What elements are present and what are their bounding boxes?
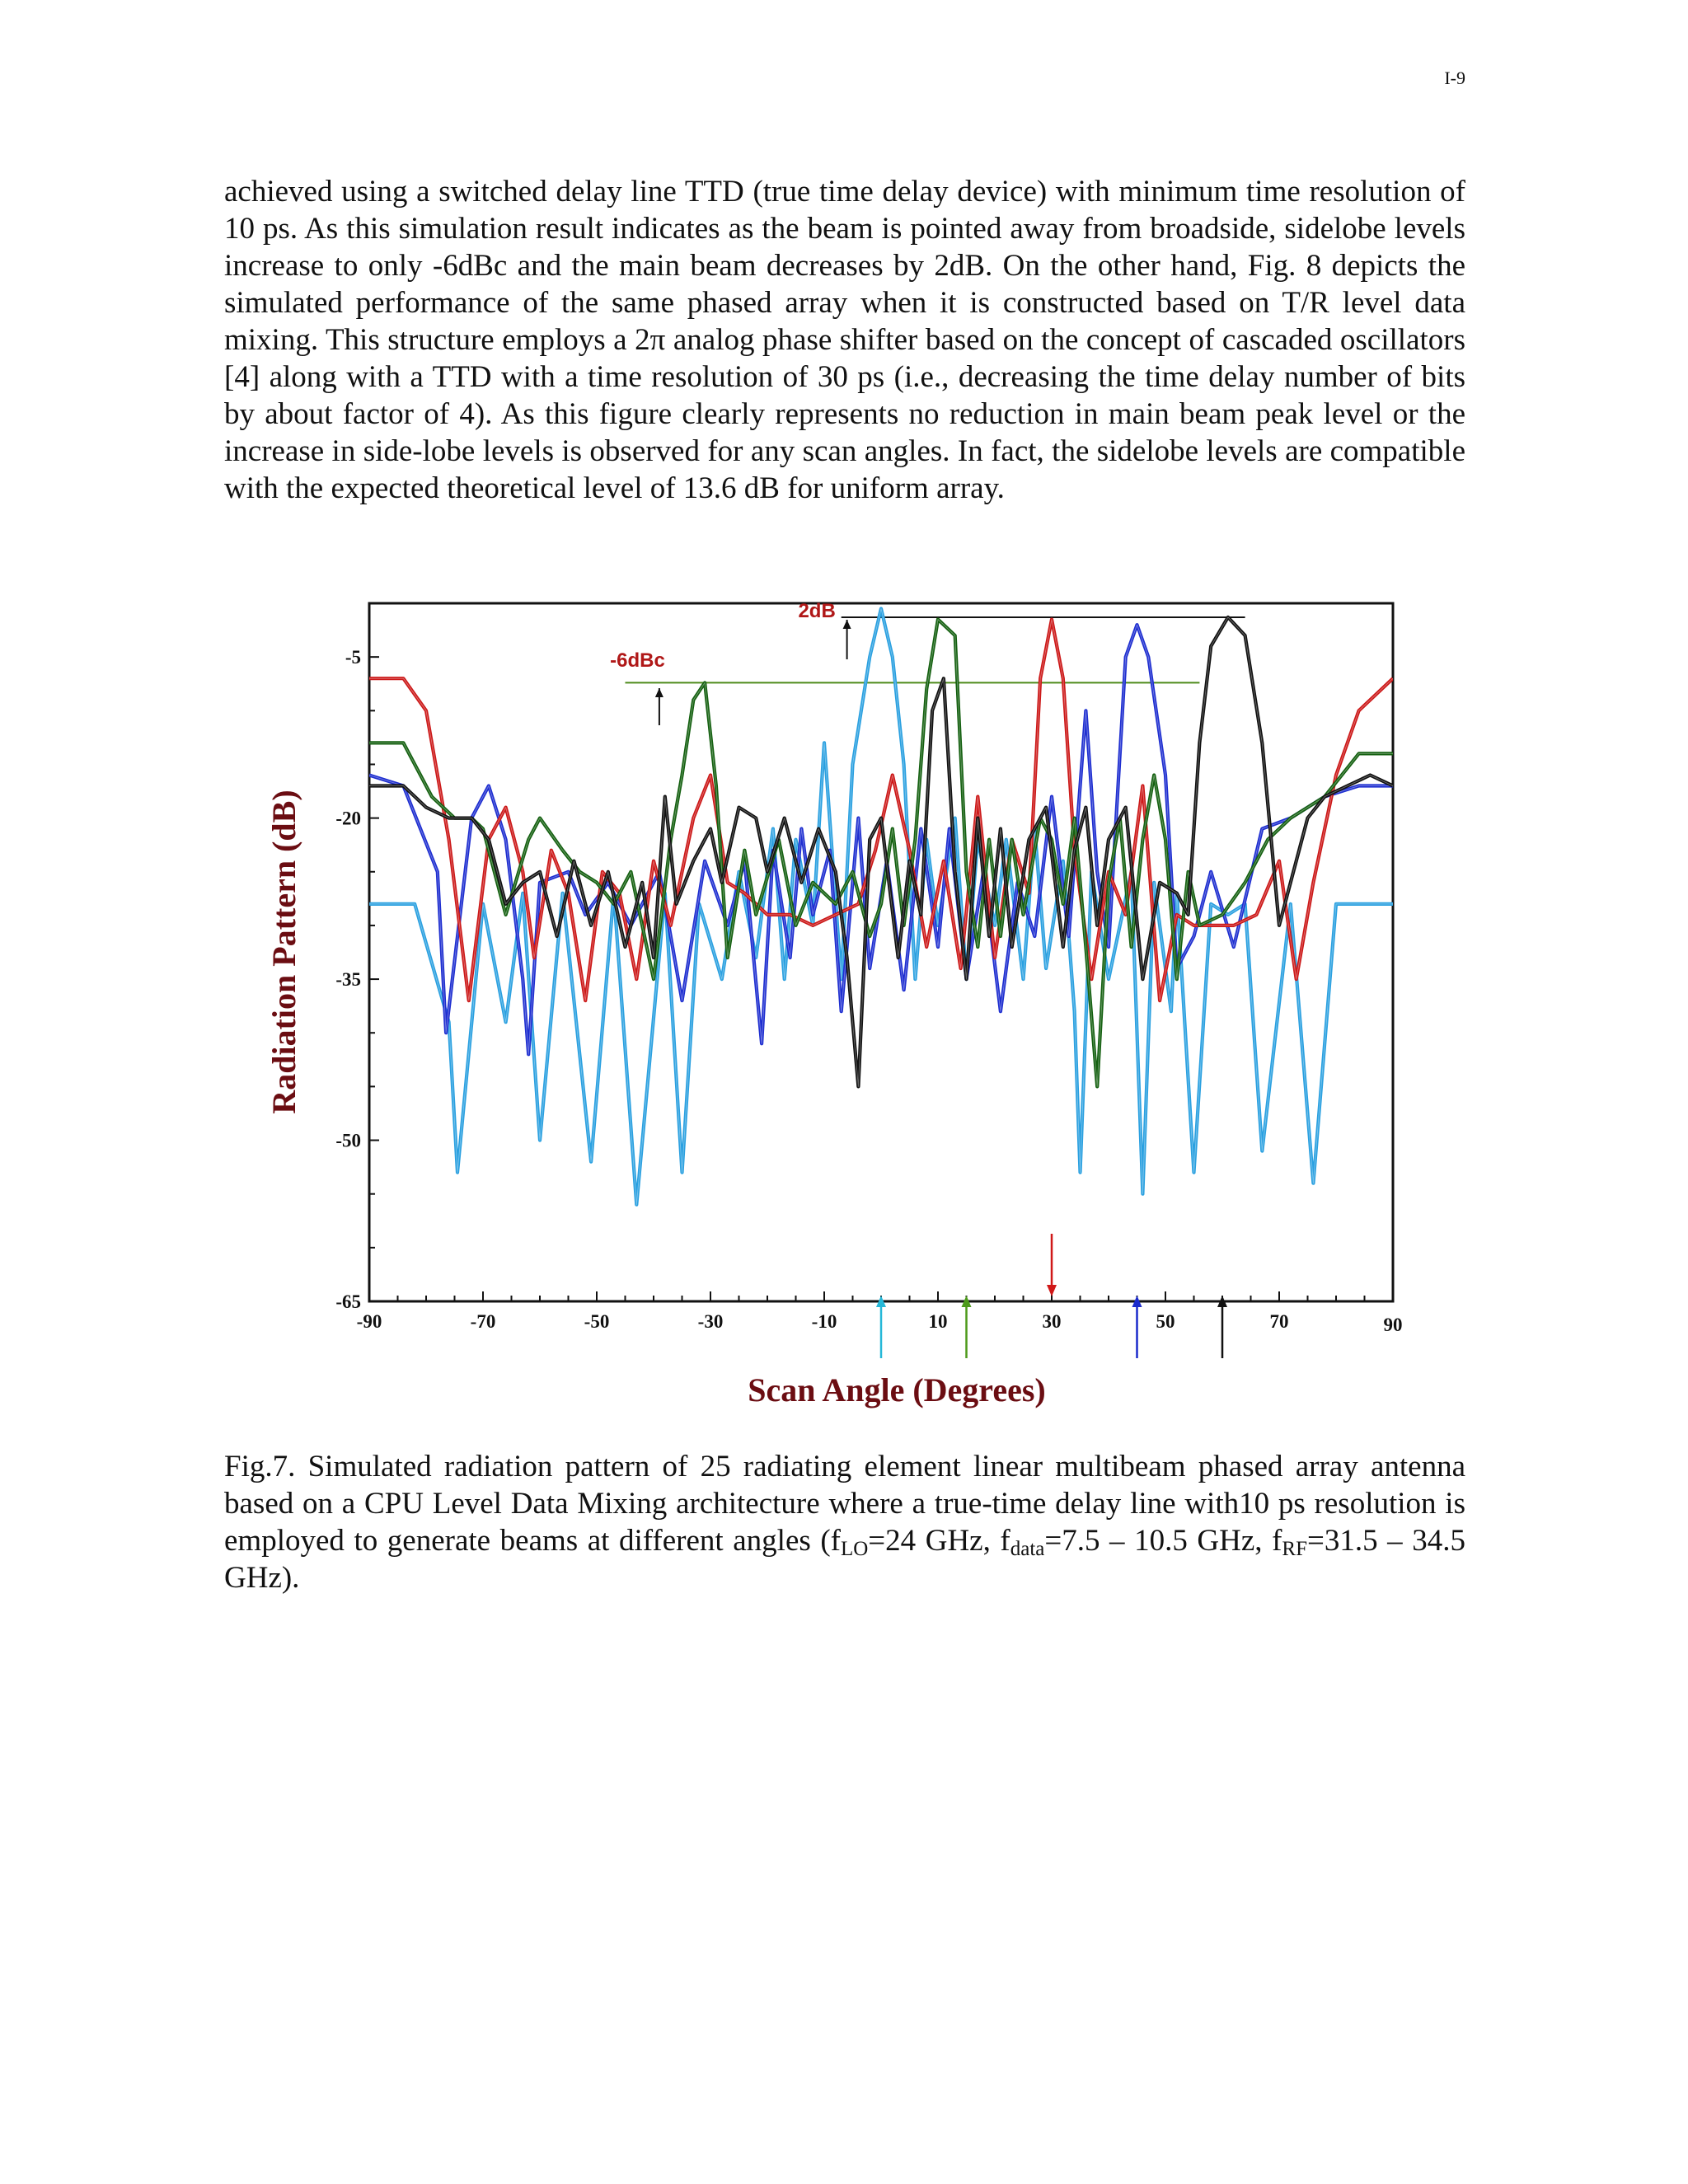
y-tick-label: -35 — [335, 969, 361, 990]
x-tick-label: -30 — [698, 1311, 724, 1332]
caption-sub-data: data — [1010, 1538, 1045, 1560]
series-line-5 — [369, 615, 1393, 1089]
beam-arrows — [876, 1234, 1227, 1358]
body-paragraph: achieved using a switched delay line TTD… — [224, 175, 1465, 505]
x-tick-label: 30 — [1043, 1311, 1062, 1332]
tick-labels: -90 -70 -50 -30 -10 10 30 50 70 90 -5 -20 -35 -50 -65 — [335, 647, 1402, 1335]
y-tick-label: -5 — [345, 647, 361, 668]
x-tick-label: 90 — [1384, 1315, 1403, 1335]
y-tick-label: -20 — [335, 808, 361, 829]
beam-arrowhead — [1047, 1285, 1057, 1296]
page-number: I-9 — [1444, 68, 1465, 88]
axis-ticks — [368, 602, 1394, 1302]
x-tick-label: 50 — [1156, 1311, 1175, 1332]
plot-frame — [368, 602, 1395, 1303]
x-axis-title: Scan Angle (Degrees) — [748, 1371, 1045, 1408]
y-tick-label: -65 — [335, 1291, 361, 1312]
x-tick-label: -90 — [357, 1311, 382, 1332]
series-line-1-inner — [369, 608, 1393, 1206]
caption-sub-rf: RF — [1282, 1538, 1307, 1560]
beam-arrowhead — [1132, 1296, 1142, 1307]
annotation-arrowhead — [842, 620, 851, 629]
x-tick-label: -10 — [812, 1311, 837, 1332]
x-tick-label: 70 — [1270, 1311, 1289, 1332]
caption-text-1: Fig.7. Simulated radiation pattern of 25… — [224, 1450, 1465, 1558]
y-tick-label: -50 — [335, 1131, 361, 1151]
beam-arrowhead — [1217, 1296, 1227, 1307]
caption-text-3: =7.5 – 10.5 GHz, f — [1044, 1524, 1282, 1558]
annotation-label: 2dB — [798, 600, 835, 622]
series-line-2 — [369, 622, 1393, 1057]
series-layer — [369, 607, 1393, 1207]
series-line-4-inner — [369, 619, 1393, 1087]
beam-arrowhead — [961, 1296, 972, 1307]
series-line-3-inner — [369, 619, 1393, 1001]
series-line-1 — [369, 607, 1393, 1207]
series-line-5-inner — [369, 616, 1393, 1087]
caption-text-2: =24 GHz, f — [868, 1524, 1010, 1558]
series-line-4 — [369, 617, 1393, 1089]
reference-lines — [625, 616, 1245, 684]
radiation-pattern-chart: -90 -70 -50 -30 -10 10 30 50 70 90-5-20-35-50-65 … — [265, 600, 1403, 1408]
figure-caption: Fig.7. Simulated radiation pattern of 25… — [224, 1448, 1465, 1596]
caption-text-4: =31.5 – 34.5 GHz). — [224, 1524, 1465, 1595]
annotation-label: -6dBc — [610, 649, 665, 672]
y-axis-title: Radiation Pattern (dB) — [265, 790, 302, 1113]
annotations: 2dB -6dBc — [610, 600, 851, 725]
caption-sub-lo: LO — [840, 1538, 869, 1560]
x-tick-label: -50 — [584, 1311, 610, 1332]
series-line-3 — [369, 617, 1393, 1003]
beam-arrowhead — [876, 1296, 886, 1307]
annotation-arrowhead — [654, 688, 663, 697]
x-tick-label: 10 — [929, 1311, 948, 1332]
x-tick-label: -70 — [471, 1311, 496, 1332]
